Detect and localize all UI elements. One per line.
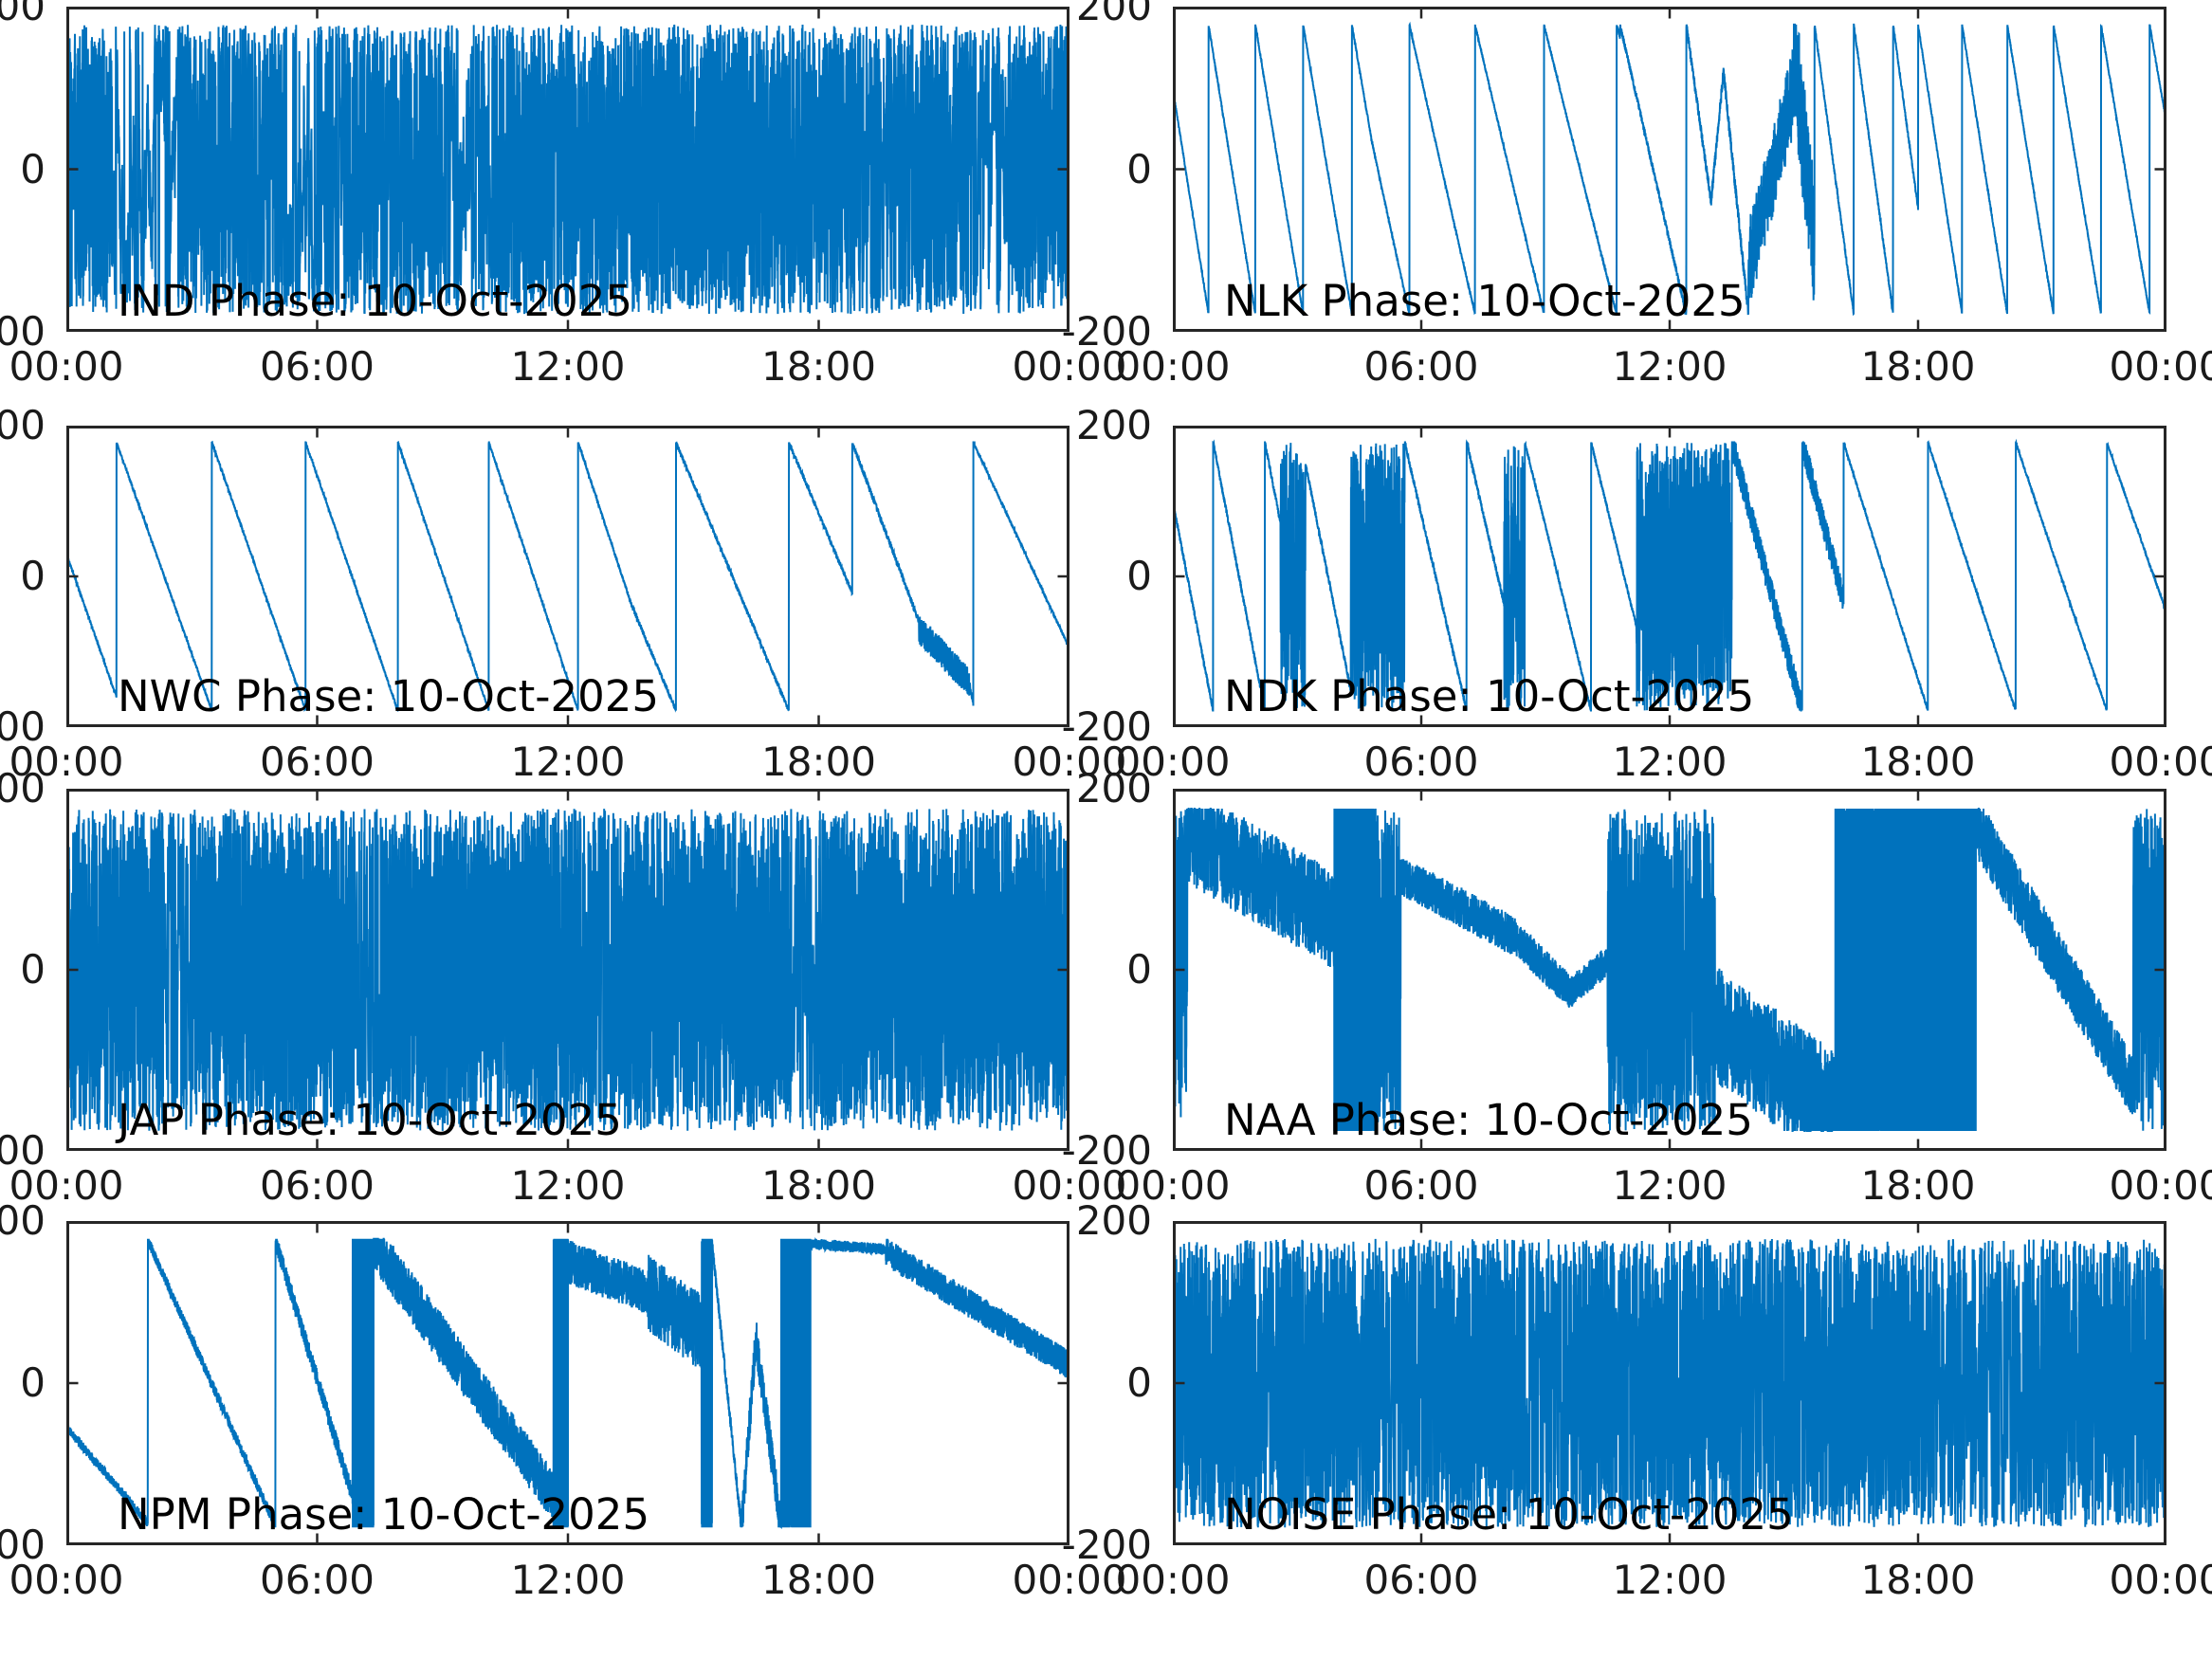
npm-caption: NPM Phase: 10-Oct-2025 <box>118 1489 650 1540</box>
jap-xtick-2: 12:00 <box>510 1162 626 1209</box>
nwc-xtick-3: 18:00 <box>760 738 877 785</box>
naa-xtick-2: 12:00 <box>1612 1162 1728 1209</box>
noise-xtick-0: 00:00 <box>1115 1557 1231 1603</box>
ndk-xtick-1: 06:00 <box>1363 738 1479 785</box>
npm-xtick-2: 12:00 <box>510 1557 626 1603</box>
nwc-caption: NWC Phase: 10-Oct-2025 <box>118 671 660 721</box>
npm-xtick-3: 18:00 <box>760 1557 877 1603</box>
jap-ytick-0: 200 <box>0 765 46 811</box>
ndk-caption: NDK Phase: 10-Oct-2025 <box>1224 671 1755 721</box>
nlk-xtick-3: 18:00 <box>1860 343 1976 390</box>
naa-xtick-4: 00:00 <box>2109 1162 2212 1209</box>
ndk-ytick-0: 200 <box>1075 402 1152 448</box>
ndk-trace <box>1173 438 2166 712</box>
nlk-xtick-0: 00:00 <box>1115 343 1231 390</box>
panel-nlk <box>1173 7 2166 332</box>
ndk-xtick-2: 12:00 <box>1612 738 1728 785</box>
ndk-ytick-1: 0 <box>1126 553 1152 599</box>
jap-ytick-2: -200 <box>0 1127 46 1174</box>
nlk-xtick-4: 00:00 <box>2109 343 2212 390</box>
npm-xtick-1: 06:00 <box>259 1557 375 1603</box>
panel-jap <box>66 789 1069 1151</box>
panel-npm <box>66 1221 1069 1545</box>
nwc-ytick-2: -200 <box>0 703 46 750</box>
noise-xtick-2: 12:00 <box>1612 1557 1728 1603</box>
jap-plot-area <box>66 789 1069 1151</box>
ind-ytick-2: -200 <box>0 308 46 355</box>
ndk-plot-area <box>1173 426 2166 727</box>
naa-xtick-0: 00:00 <box>1115 1162 1231 1209</box>
ind-xtick-3: 18:00 <box>760 343 877 390</box>
naa-plot-area <box>1173 789 2166 1151</box>
noise-ytick-2: -200 <box>1061 1522 1152 1568</box>
npm-plot-area <box>66 1221 1069 1545</box>
jap-xtick-4: 00:00 <box>1012 1162 1127 1209</box>
jap-trace <box>66 809 1069 1131</box>
nwc-xtick-4: 00:00 <box>1012 738 1127 785</box>
panel-noise <box>1173 1221 2166 1545</box>
nlk-caption: NLK Phase: 10-Oct-2025 <box>1224 276 1746 326</box>
ind-xtick-2: 12:00 <box>510 343 626 390</box>
jap-xtick-0: 00:00 <box>9 1162 124 1209</box>
ind-trace <box>66 24 1069 315</box>
noise-caption: NOISE Phase: 10-Oct-2025 <box>1224 1489 1794 1540</box>
npm-ytick-1: 0 <box>20 1359 46 1406</box>
nwc-plot-area <box>66 426 1069 727</box>
ndk-xtick-3: 18:00 <box>1860 738 1976 785</box>
noise-xtick-4: 00:00 <box>2109 1557 2212 1603</box>
noise-trace <box>1173 1238 2166 1528</box>
ind-xtick-0: 00:00 <box>9 343 124 390</box>
panel-nwc <box>66 426 1069 727</box>
noise-ytick-0: 200 <box>1075 1197 1152 1244</box>
ind-caption: IND Phase: 10-Oct-2025 <box>118 276 633 326</box>
nlk-plot-area <box>1173 7 2166 332</box>
panel-ind <box>66 7 1069 332</box>
npm-xtick-4: 00:00 <box>1012 1557 1127 1603</box>
npm-trace <box>66 1237 1069 1530</box>
npm-xtick-0: 00:00 <box>9 1557 124 1603</box>
nlk-ytick-2: -200 <box>1061 308 1152 355</box>
ind-ytick-0: 200 <box>0 0 46 29</box>
nlk-ytick-1: 0 <box>1126 145 1152 192</box>
ind-xtick-1: 06:00 <box>259 343 375 390</box>
nwc-ytick-1: 0 <box>20 553 46 599</box>
panel-naa <box>1173 789 2166 1151</box>
nwc-trace <box>66 440 1069 713</box>
ind-plot-area <box>66 7 1069 332</box>
jap-xtick-3: 18:00 <box>760 1162 877 1209</box>
nlk-xtick-1: 06:00 <box>1363 343 1479 390</box>
nwc-xtick-0: 00:00 <box>9 738 124 785</box>
noise-xtick-1: 06:00 <box>1363 1557 1479 1603</box>
naa-ytick-1: 0 <box>1126 946 1152 993</box>
nwc-xtick-1: 06:00 <box>259 738 375 785</box>
nlk-ytick-0: 200 <box>1075 0 1152 29</box>
naa-xtick-3: 18:00 <box>1860 1162 1976 1209</box>
ndk-ytick-2: -200 <box>1061 703 1152 750</box>
nwc-xtick-2: 12:00 <box>510 738 626 785</box>
naa-xtick-1: 06:00 <box>1363 1162 1479 1209</box>
npm-ytick-0: 200 <box>0 1197 46 1244</box>
jap-caption: JAP Phase: 10-Oct-2025 <box>118 1095 622 1145</box>
noise-xtick-3: 18:00 <box>1860 1557 1976 1603</box>
ind-xtick-4: 00:00 <box>1012 343 1127 390</box>
naa-caption: NAA Phase: 10-Oct-2025 <box>1224 1095 1753 1145</box>
ndk-xtick-0: 00:00 <box>1115 738 1231 785</box>
noise-plot-area <box>1173 1221 2166 1545</box>
nlk-xtick-2: 12:00 <box>1612 343 1728 390</box>
naa-ytick-2: -200 <box>1061 1127 1152 1174</box>
panel-ndk <box>1173 426 2166 727</box>
jap-ytick-1: 0 <box>20 946 46 993</box>
nlk-trace <box>1173 21 2166 317</box>
ind-ytick-1: 0 <box>20 145 46 192</box>
npm-ytick-2: -200 <box>0 1522 46 1568</box>
ndk-xtick-4: 00:00 <box>2109 738 2212 785</box>
naa-trace <box>1173 808 2166 1132</box>
nwc-ytick-0: 200 <box>0 402 46 448</box>
naa-ytick-0: 200 <box>1075 765 1152 811</box>
jap-xtick-1: 06:00 <box>259 1162 375 1209</box>
noise-ytick-1: 0 <box>1126 1359 1152 1406</box>
